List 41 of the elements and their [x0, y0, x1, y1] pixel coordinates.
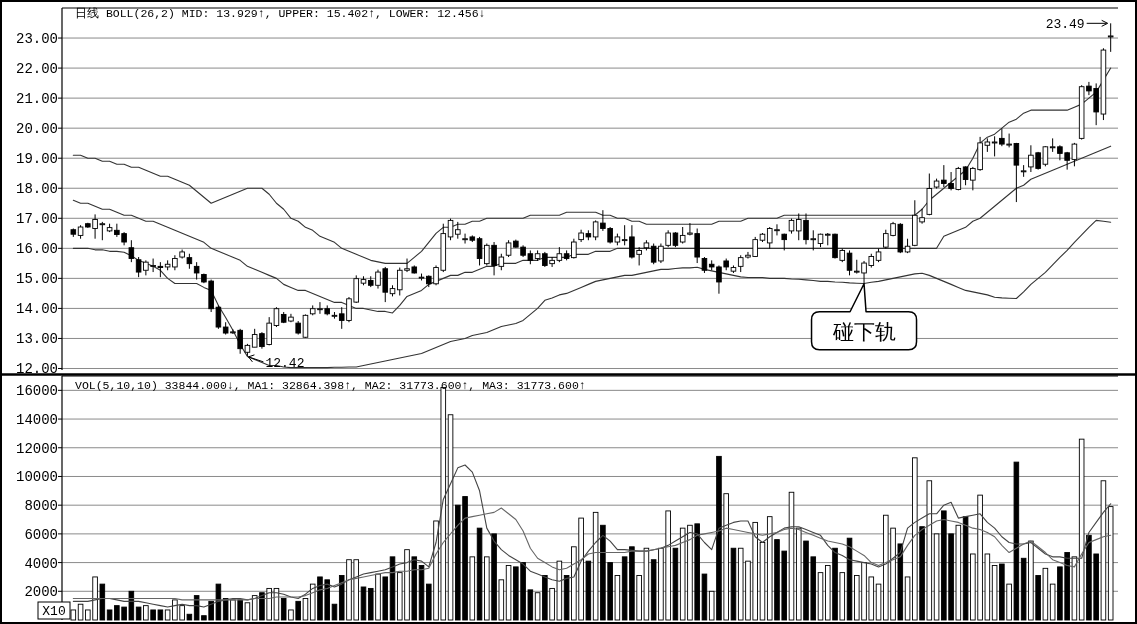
y-tick-label: 12.00 [15, 361, 58, 378]
y-tick-label: 16000 [15, 383, 58, 400]
line-series [72, 507, 1112, 601]
line-series [72, 464, 1112, 608]
bar [418, 565, 425, 621]
y-tick-label: 4000 [24, 555, 58, 572]
line-series [72, 145, 1112, 314]
y-tick-label: 21.00 [15, 91, 58, 108]
bar [331, 603, 338, 621]
chart-title: 日线 BOLL(26,2) MID: 13.929↑, UPPER: 15.402↑, LOWER: 12.456↓ [75, 7, 486, 20]
bar [817, 572, 824, 621]
y-tick-label: 2000 [24, 584, 58, 601]
y-tick-label: 15.00 [15, 271, 58, 288]
y-tick-label: 14000 [15, 412, 58, 429]
y-tick-label: 19.00 [15, 151, 58, 168]
line-series [72, 67, 1112, 264]
y-tick-label: 8000 [24, 498, 58, 515]
y-tick-label: 6000 [24, 526, 58, 543]
y-tick-label: 16.00 [15, 241, 58, 258]
line-series [72, 219, 1112, 369]
y-tick-label: 10000 [15, 469, 58, 486]
annotation: 23.49 [1045, 17, 1085, 33]
bar [759, 542, 766, 621]
y-tick-label: 12000 [15, 440, 58, 457]
annotation: X10 [42, 604, 66, 619]
bar [70, 609, 77, 621]
bar [1107, 506, 1114, 621]
candlestick [1107, 22, 1114, 53]
y-tick-label: 22.00 [15, 61, 58, 78]
annotation: 12.42 [265, 355, 305, 371]
annotation: 碰下轨 [831, 319, 896, 344]
candlestick [846, 249, 853, 276]
y-tick-label: 18.00 [15, 181, 58, 198]
candlestick [128, 239, 135, 263]
bar [360, 586, 367, 621]
chart-title: VOL(5,10,10) 33844.000↓, MA1: 32864.398↑, MA2: 31773.600↑, MA3: 31773.600↑ [75, 379, 586, 392]
y-tick-label: 13.00 [15, 331, 58, 348]
y-tick-label: 17.00 [15, 211, 58, 228]
y-tick-label: 20.00 [15, 121, 58, 138]
y-tick-label: 14.00 [15, 301, 58, 318]
y-tick-label: 23.00 [15, 31, 58, 48]
